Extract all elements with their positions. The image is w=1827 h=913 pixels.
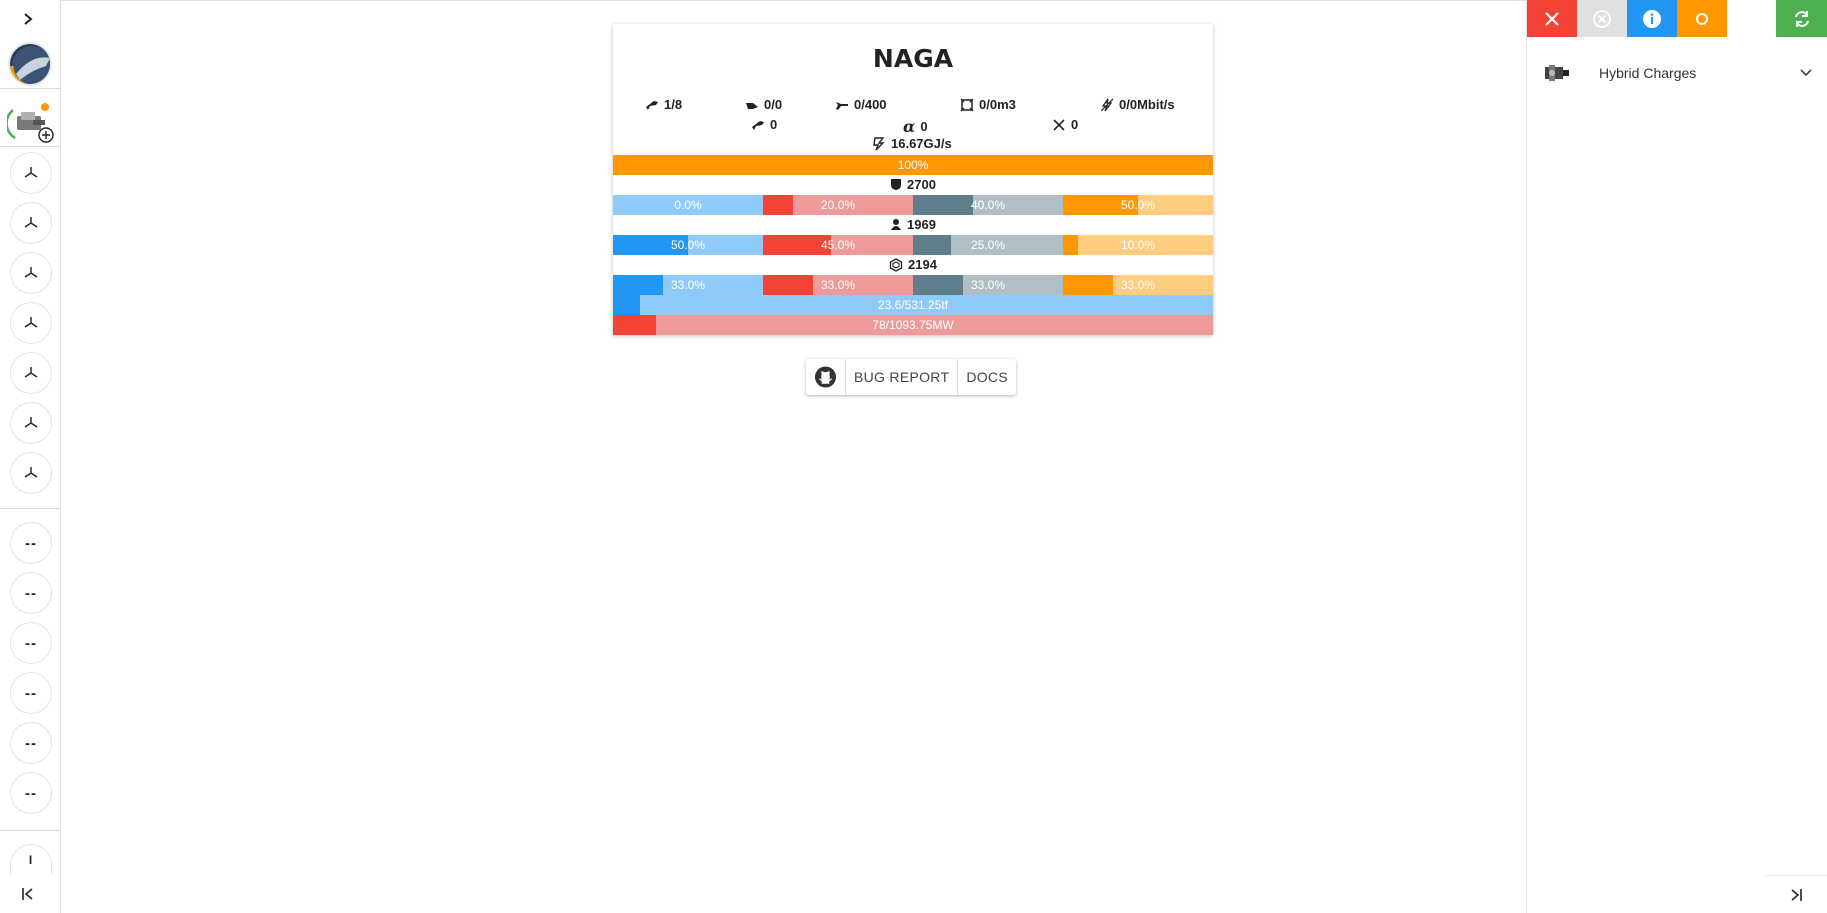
- slot-empty-2[interactable]: [10, 202, 52, 244]
- turret-icon: [646, 100, 658, 110]
- bandwidth-icon: [1100, 98, 1114, 111]
- refresh-icon[interactable]: [1776, 0, 1827, 37]
- high-slot-icon: [24, 367, 38, 378]
- clear-icon[interactable]: [1577, 0, 1627, 37]
- drone-icon: [836, 101, 848, 110]
- slot-empty-4[interactable]: [10, 302, 52, 344]
- slot-placeholder[interactable]: --: [10, 672, 52, 714]
- launcher-icon: [746, 102, 758, 109]
- docs-button[interactable]: DOCS: [966, 369, 1008, 385]
- resist-label: 40.0%: [970, 198, 1006, 212]
- turret-hardpoints-stat: 0: [751, 117, 777, 132]
- ship-name: NAGA: [872, 44, 954, 73]
- alpha-stat: α 0: [903, 117, 928, 136]
- high-slot-icon: [24, 217, 38, 228]
- drone-bay-stat: 0/400: [835, 97, 887, 112]
- launcher-slots-stat: 0/0: [745, 97, 782, 112]
- chevron-down-icon[interactable]: [1799, 68, 1813, 78]
- shield-icon: [891, 179, 902, 190]
- slot-empty-3[interactable]: [10, 252, 52, 294]
- cpu-bar: 23.6/531.25tf: [613, 295, 1213, 315]
- alpha-icon: α: [903, 117, 916, 136]
- shield-em-resist: 0.0%: [613, 195, 763, 215]
- cross-stat: 0: [1052, 117, 1078, 132]
- high-slot-icon: [24, 417, 38, 428]
- github-button[interactable]: [806, 359, 846, 395]
- resist-label: 50.0%: [670, 238, 706, 252]
- slot-empty-7[interactable]: [10, 452, 52, 494]
- cargo-icon: [960, 98, 974, 111]
- bug-report-button[interactable]: BUG REPORT: [846, 359, 959, 395]
- resist-label: 33.0%: [970, 278, 1006, 292]
- bandwidth-stat: 0/0Mbit/s: [1100, 97, 1175, 112]
- slot-placeholder[interactable]: --: [10, 622, 52, 664]
- cross-icon: [1053, 118, 1065, 131]
- armor-thermal-resist: 45.0%: [763, 235, 913, 255]
- resist-label: 33.0%: [670, 278, 706, 292]
- shield-explosive-resist: 50.0%: [1063, 195, 1213, 215]
- slot-empty-1[interactable]: [10, 152, 52, 194]
- hull-explosive-resist: 33.0%: [1063, 275, 1213, 295]
- github-icon: [814, 366, 837, 388]
- slot-bottom[interactable]: I: [10, 844, 52, 874]
- resist-label: 33.0%: [820, 278, 856, 292]
- hull-resist-bars: 33.0% 33.0% 33.0% 33.0%: [613, 275, 1213, 295]
- capacitor-bar: 100%: [613, 155, 1213, 175]
- cargo-stat: 0/0m3: [960, 97, 1016, 112]
- high-slot-icon: [24, 317, 38, 328]
- hybrid-charge-icon: [1545, 65, 1569, 81]
- slot-empty-5[interactable]: [10, 352, 52, 394]
- slot-placeholder[interactable]: --: [10, 722, 52, 764]
- shield-resist-bars: 0.0% 20.0% 40.0% 50.0%: [613, 195, 1213, 215]
- left-sidebar: -- -- -- -- -- -- I: [0, 0, 61, 913]
- hull-kinetic-resist: 33.0%: [913, 275, 1063, 295]
- close-icon[interactable]: [1527, 0, 1577, 37]
- shield-hp: 2700: [613, 177, 1213, 192]
- armor-explosive-resist: 10.0%: [1063, 235, 1213, 255]
- capacitor-stat: 16.67GJ/s: [872, 136, 952, 151]
- resist-label: 0.0%: [674, 198, 702, 212]
- shield-kinetic-resist: 40.0%: [913, 195, 1063, 215]
- armor-kinetic-resist: 25.0%: [913, 235, 1063, 255]
- charge-label: Hybrid Charges: [1599, 65, 1697, 81]
- chevron-right-icon[interactable]: [16, 7, 40, 31]
- circle-icon[interactable]: [1677, 0, 1727, 37]
- add-module-button[interactable]: [5, 102, 55, 144]
- hull-em-resist: 33.0%: [613, 275, 763, 295]
- ship-stats-card: NAGA 1/8 0/0 0/400 0/0m3 0/0Mbit/s 0 α 0…: [613, 24, 1213, 335]
- collapse-right-icon[interactable]: [1765, 875, 1827, 913]
- turret-icon: [752, 120, 764, 130]
- turret-slots-stat: 1/8: [645, 97, 682, 112]
- resist-label: 45.0%: [820, 238, 856, 252]
- power-bar: 78/1093.75MW: [613, 315, 1213, 335]
- resist-label: 33.0%: [1120, 278, 1156, 292]
- resist-label: 10.0%: [1120, 238, 1156, 252]
- hull-icon: [889, 257, 903, 272]
- armor-icon: [891, 219, 902, 230]
- hybrid-charges-row[interactable]: Hybrid Charges: [1527, 56, 1827, 90]
- armor-hp: 1969: [613, 217, 1213, 232]
- ship-avatar[interactable]: [8, 42, 52, 86]
- high-slot-icon: [24, 267, 38, 278]
- armor-resist-bars: 50.0% 45.0% 25.0% 10.0%: [613, 235, 1213, 255]
- resist-label: 50.0%: [1120, 198, 1156, 212]
- resist-label: 20.0%: [820, 198, 856, 212]
- slot-placeholder[interactable]: --: [10, 772, 52, 814]
- right-panel: Hybrid Charges: [1526, 0, 1827, 913]
- slot-placeholder[interactable]: --: [10, 522, 52, 564]
- resist-label: 25.0%: [970, 238, 1006, 252]
- slot-placeholder[interactable]: --: [10, 572, 52, 614]
- hull-hp: 2194: [613, 257, 1213, 272]
- capacitor-icon: [873, 136, 885, 150]
- hull-thermal-resist: 33.0%: [763, 275, 913, 295]
- high-slot-icon: [24, 467, 38, 478]
- link-button-group: BUG REPORT DOCS: [806, 359, 1016, 395]
- shield-thermal-resist: 20.0%: [763, 195, 913, 215]
- slot-empty-6[interactable]: [10, 402, 52, 444]
- armor-em-resist: 50.0%: [613, 235, 763, 255]
- high-slot-icon: [24, 167, 38, 178]
- collapse-left-icon[interactable]: [16, 882, 40, 906]
- info-icon[interactable]: [1627, 0, 1677, 37]
